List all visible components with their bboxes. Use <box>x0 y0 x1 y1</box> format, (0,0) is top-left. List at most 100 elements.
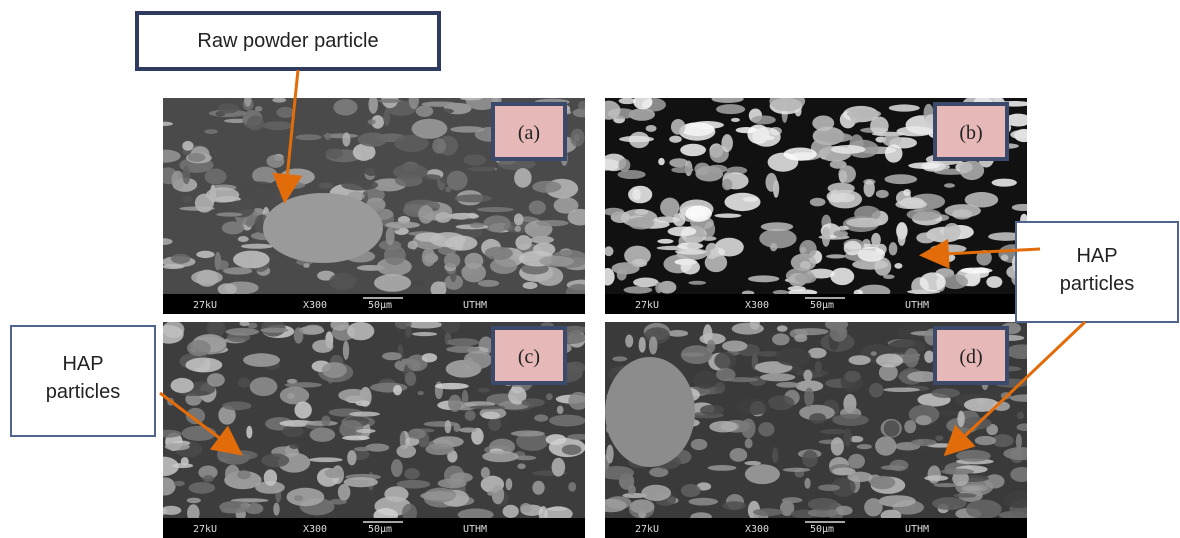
grain <box>834 192 856 203</box>
grain <box>222 401 252 411</box>
grain <box>894 262 903 269</box>
grain <box>629 499 655 514</box>
grain <box>293 495 304 502</box>
grain <box>450 472 473 483</box>
grain <box>1015 433 1022 450</box>
arrow <box>943 320 1087 457</box>
grain <box>206 373 225 387</box>
grain <box>434 382 469 390</box>
grain <box>204 168 227 185</box>
panel-label-box <box>491 326 567 385</box>
grain <box>187 152 206 162</box>
grain <box>807 497 839 511</box>
panel-label: (c) <box>518 346 540 368</box>
grain <box>807 347 827 359</box>
grain <box>368 98 378 114</box>
info-text: X300 <box>745 524 769 535</box>
grain <box>418 205 434 224</box>
grain <box>415 232 443 242</box>
grain <box>657 238 674 244</box>
grain <box>508 386 527 405</box>
grain <box>843 240 862 256</box>
grain <box>848 453 865 469</box>
grain <box>871 232 881 247</box>
grain <box>376 257 412 277</box>
grain <box>337 483 351 501</box>
texture <box>605 322 1027 526</box>
grain <box>760 222 794 232</box>
grain <box>782 467 811 472</box>
grain <box>444 274 464 290</box>
grain <box>1003 447 1027 461</box>
grain <box>863 180 875 198</box>
grain <box>854 205 881 222</box>
grain <box>255 481 285 494</box>
grain <box>260 327 289 333</box>
grain <box>545 393 553 401</box>
grain <box>835 505 853 516</box>
info-bar <box>163 518 585 538</box>
grain <box>163 238 173 246</box>
grain <box>333 99 358 116</box>
grain <box>744 464 780 485</box>
grain <box>616 268 627 281</box>
grain <box>383 245 406 266</box>
grain <box>803 369 813 382</box>
grain <box>425 443 455 456</box>
grain <box>522 281 538 290</box>
grain <box>417 390 424 396</box>
grain <box>956 449 991 462</box>
grain <box>876 353 904 368</box>
grain <box>464 252 484 270</box>
grain <box>246 115 264 131</box>
grain <box>262 121 294 131</box>
grain <box>685 205 712 222</box>
grain <box>725 377 759 383</box>
grain <box>381 98 399 109</box>
grain <box>612 356 628 362</box>
grain <box>724 192 761 212</box>
grain <box>543 506 573 522</box>
grain <box>163 429 182 438</box>
grain <box>510 430 545 437</box>
grain <box>714 352 737 370</box>
grain <box>807 508 839 518</box>
grain <box>182 140 194 151</box>
grain <box>991 178 1017 187</box>
grain <box>960 416 992 430</box>
grain <box>481 411 501 420</box>
grain <box>461 389 469 407</box>
grain <box>401 503 418 523</box>
grain <box>279 386 310 405</box>
grain <box>669 158 689 168</box>
grain <box>514 455 537 461</box>
grain <box>770 242 778 252</box>
info-text: 27kU <box>635 524 659 535</box>
grain <box>286 378 298 384</box>
grain <box>888 242 898 256</box>
grain <box>217 103 239 114</box>
grain <box>347 322 375 341</box>
grain <box>1009 394 1027 402</box>
grain <box>870 351 877 356</box>
grain <box>686 236 703 243</box>
grain <box>1000 254 1009 261</box>
grain <box>931 388 960 399</box>
grain <box>648 336 658 355</box>
grain <box>795 380 824 392</box>
grain <box>605 498 627 513</box>
grain <box>263 193 383 263</box>
grain <box>163 477 176 496</box>
grain <box>878 364 898 382</box>
grain <box>294 401 312 419</box>
grain <box>404 468 420 480</box>
grain <box>856 444 872 450</box>
grain <box>915 415 932 426</box>
grain <box>952 470 969 487</box>
info-bar <box>605 518 1027 538</box>
grain <box>815 132 853 143</box>
grain <box>225 464 240 483</box>
info-text: X300 <box>303 524 327 535</box>
grain <box>617 170 646 180</box>
